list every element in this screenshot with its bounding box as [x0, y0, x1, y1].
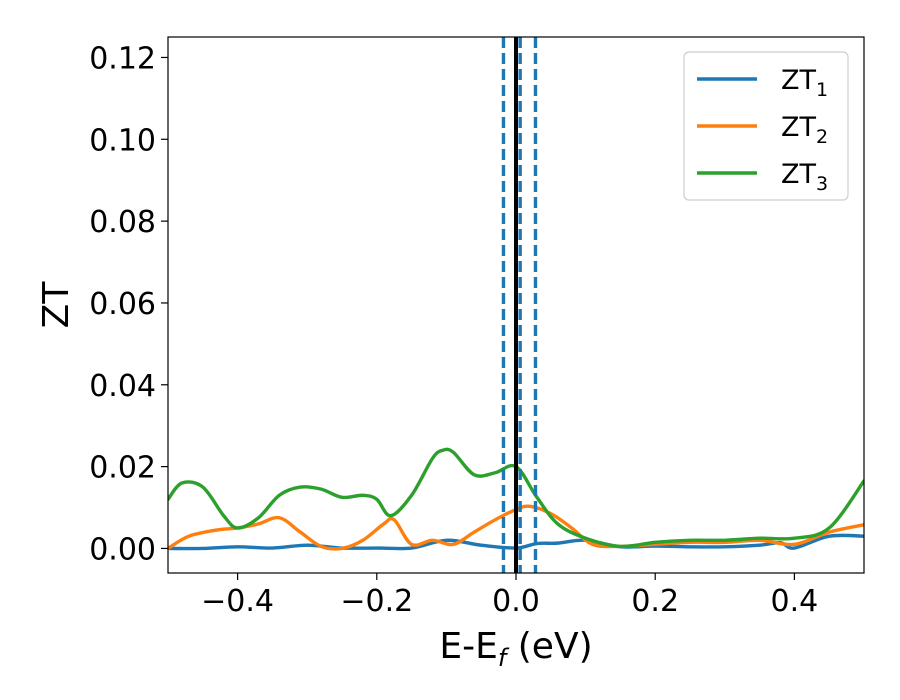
y-axis-title: ZT	[36, 281, 77, 329]
x-tick-label: 0.4	[771, 584, 819, 619]
x-tick-label: 0.0	[492, 584, 540, 619]
y-tick-label: 0.00	[89, 532, 156, 567]
legend-label-1: ZT1	[781, 65, 828, 101]
x-tick-label: −0.4	[201, 584, 274, 619]
legend-label-3: ZT3	[781, 159, 828, 195]
x-axis-title: E-Ef (eV)	[439, 626, 592, 672]
legend: ZT1 ZT2 ZT3	[683, 51, 849, 201]
legend-label-2: ZT2	[781, 112, 828, 148]
series-line-3	[168, 447, 864, 549]
legend-box	[683, 51, 849, 201]
y-tick-label: 0.04	[89, 369, 156, 404]
y-tick-label: 0.02	[89, 451, 156, 486]
series-line-2	[168, 504, 864, 551]
x-axis-title-unit: (eV)	[506, 626, 592, 667]
x-tick-label: 0.2	[631, 584, 679, 619]
x-tick-label: −0.2	[340, 584, 413, 619]
y-tick-label: 0.06	[89, 287, 156, 322]
y-tick-label: 0.10	[89, 123, 156, 158]
y-tick-label: 0.08	[89, 205, 156, 240]
y-tick-label: 0.12	[89, 41, 156, 76]
